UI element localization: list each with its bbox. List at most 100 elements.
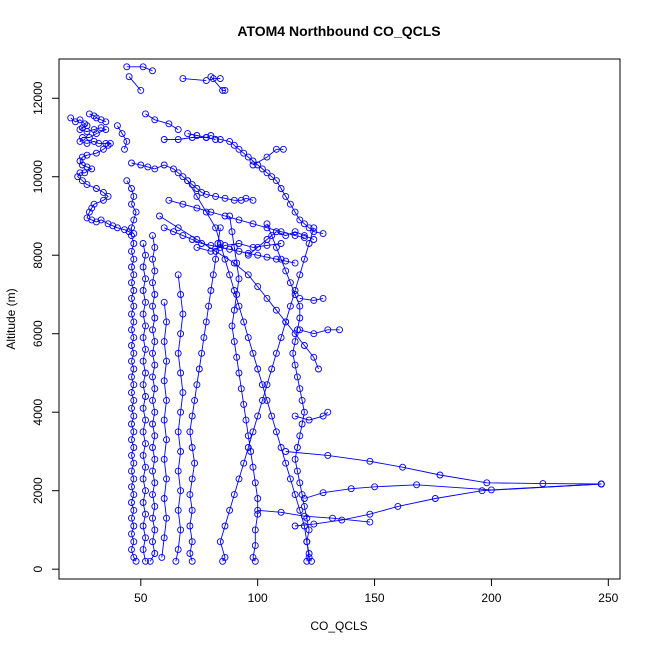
series-line-segment — [257, 509, 370, 523]
x-tick-label: 100 — [248, 591, 268, 605]
data-point — [142, 110, 149, 118]
data-point — [142, 369, 149, 377]
data-point — [254, 283, 262, 291]
data-point — [151, 338, 159, 346]
data-point — [272, 228, 280, 236]
data-point — [282, 257, 290, 265]
data-point — [219, 86, 227, 94]
data-point — [81, 169, 89, 177]
data-point — [130, 396, 138, 404]
data-point — [254, 365, 262, 373]
data-point — [296, 302, 304, 310]
data-point — [193, 192, 201, 200]
data-point — [244, 153, 252, 161]
data-point — [249, 463, 257, 471]
data-point — [149, 491, 156, 499]
data-point — [483, 479, 491, 487]
data-point — [296, 385, 304, 393]
data-point — [310, 353, 318, 361]
data-point — [146, 557, 154, 565]
data-point — [300, 234, 308, 242]
data-point — [128, 467, 135, 475]
data-point — [83, 151, 91, 159]
data-point — [298, 396, 306, 404]
data-point — [130, 428, 138, 436]
data-point — [76, 157, 84, 165]
data-point — [207, 287, 215, 294]
data-point — [177, 487, 185, 495]
y-tick-label: 0 — [31, 566, 45, 573]
data-point — [242, 194, 250, 202]
data-point — [291, 361, 299, 369]
data-point — [160, 136, 168, 143]
data-point — [151, 243, 159, 251]
data-point — [149, 420, 156, 428]
data-point — [277, 334, 285, 342]
x-tick-label: 250 — [598, 591, 618, 605]
data-point — [221, 241, 229, 249]
data-point — [160, 534, 168, 542]
data-point — [324, 408, 332, 416]
data-point — [174, 136, 182, 143]
data-point — [139, 451, 147, 459]
data-point — [193, 185, 201, 192]
data-point — [305, 526, 313, 534]
data-point — [188, 538, 196, 546]
data-point — [142, 534, 149, 542]
data-point — [230, 338, 238, 346]
data-point — [305, 224, 313, 232]
data-point — [99, 188, 107, 196]
data-point — [319, 412, 327, 420]
data-point — [291, 208, 299, 216]
data-point — [76, 137, 84, 145]
data-point — [279, 145, 287, 153]
data-point — [202, 208, 210, 216]
data-point — [149, 396, 156, 404]
data-point — [151, 526, 159, 534]
data-point — [212, 247, 220, 255]
data-point — [92, 185, 100, 192]
data-point — [174, 506, 182, 514]
data-point — [71, 118, 79, 126]
data-point — [128, 232, 135, 240]
data-point — [286, 302, 294, 310]
data-point — [128, 483, 135, 491]
data-point — [251, 526, 259, 534]
data-point — [235, 145, 243, 153]
data-point — [130, 192, 138, 200]
data-point — [300, 495, 308, 502]
series-line-segment — [295, 483, 602, 527]
data-point — [123, 137, 131, 145]
data-point — [88, 165, 96, 173]
data-point — [174, 224, 182, 232]
data-point — [235, 240, 243, 247]
series-line-segment — [126, 66, 153, 72]
data-point — [219, 557, 227, 565]
series-line-segment — [131, 162, 254, 201]
data-point — [221, 522, 229, 530]
data-point — [177, 408, 185, 416]
series-line-segment — [210, 76, 225, 91]
data-point — [268, 173, 276, 181]
series-line-segment — [117, 125, 128, 150]
data-point — [142, 416, 149, 424]
data-point — [230, 491, 238, 499]
data-point — [296, 216, 304, 224]
x-tick-label: 150 — [365, 591, 385, 605]
data-point — [165, 120, 173, 128]
data-point — [130, 381, 138, 389]
series-line-segment — [126, 180, 137, 562]
data-point — [413, 481, 421, 489]
data-point — [300, 255, 308, 263]
data-point — [277, 444, 285, 451]
data-point — [139, 381, 147, 389]
data-point — [130, 287, 138, 294]
data-point — [149, 349, 156, 357]
data-point — [366, 457, 374, 465]
data-point — [291, 491, 299, 499]
data-point — [394, 502, 402, 510]
data-point — [399, 463, 407, 471]
x-tick-label: 200 — [481, 591, 501, 605]
data-point — [130, 230, 138, 238]
y-tick-label: 6000 — [31, 320, 45, 347]
